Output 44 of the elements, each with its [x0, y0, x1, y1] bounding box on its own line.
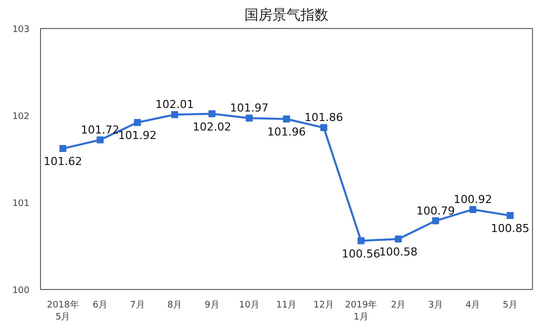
- point: [208, 110, 216, 118]
- point: [320, 124, 328, 132]
- x-tick-label: 2019年 1月: [345, 300, 377, 322]
- y-tick-label: 102: [12, 112, 30, 122]
- point: [469, 206, 476, 213]
- data-label: 100.79: [416, 204, 455, 218]
- data-label: 100.58: [379, 246, 418, 259]
- point: [394, 236, 402, 243]
- y-tick-label: 100: [12, 286, 30, 296]
- x-tick-label: 12月: [314, 300, 334, 310]
- data-label: 101.96: [267, 125, 306, 138]
- data-label: 102.01: [155, 98, 194, 112]
- x-tick-label: 11月: [276, 300, 297, 310]
- data-label: 101.86: [304, 111, 344, 124]
- point: [506, 212, 514, 220]
- point: [246, 114, 253, 122]
- data-label: 101.92: [118, 128, 157, 142]
- data-label: 101.72: [80, 123, 120, 136]
- chart-title: 国房景气指数: [244, 8, 328, 24]
- x-tick-label: 10月: [239, 300, 260, 310]
- x-tick-label: 5月: [502, 300, 518, 310]
- point: [283, 115, 290, 122]
- data-label: 100.92: [454, 192, 492, 206]
- x-tick-label: 2018年 5月: [46, 300, 79, 322]
- x-tick-label: 9月: [204, 300, 220, 310]
- point: [358, 237, 365, 244]
- x-tick-label: 8月: [167, 300, 182, 310]
- data-label: 100.56: [342, 247, 380, 260]
- y-tick-label: 101: [12, 199, 30, 209]
- data-label: 101.62: [44, 155, 82, 168]
- data-label: 100.85: [490, 222, 530, 236]
- data-label: 102.02: [192, 120, 232, 134]
- x-tick-label: 2月: [390, 300, 406, 310]
- point: [134, 118, 141, 126]
- point: [171, 111, 178, 118]
- point: [59, 145, 66, 152]
- x-tick-label: 3月: [428, 300, 443, 310]
- y-tick-label: 103: [12, 25, 30, 35]
- data-label: 101.97: [230, 102, 268, 115]
- point: [432, 217, 440, 224]
- x-tick-label: 7月: [130, 300, 145, 310]
- point: [96, 136, 104, 144]
- x-tick-label: 6月: [92, 300, 108, 310]
- x-tick-label: 4月: [466, 300, 480, 310]
